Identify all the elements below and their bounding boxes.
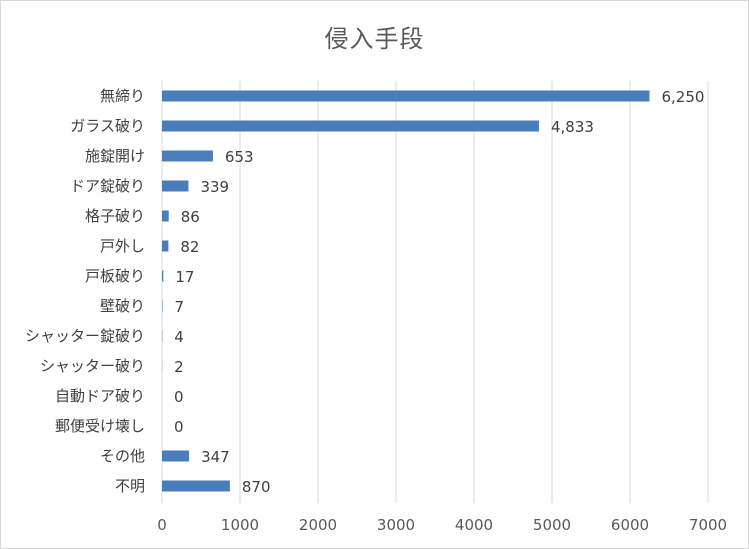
bars — [162, 90, 650, 492]
category-label: 格子破り — [85, 207, 145, 225]
x-tick-label: 5000 — [533, 516, 571, 534]
data-label: 0 — [174, 388, 184, 406]
data-label: 653 — [225, 148, 254, 166]
data-label: 0 — [174, 418, 184, 436]
category-label: 無締り — [100, 87, 145, 105]
bar — [162, 180, 189, 192]
category-label: シャッター破り — [40, 357, 145, 375]
category-label: 自動ドア破り — [55, 387, 145, 405]
bar — [162, 270, 164, 282]
category-label: ドア錠破り — [70, 177, 145, 195]
category-label: 不明 — [115, 477, 145, 495]
data-label: 6,250 — [662, 88, 705, 106]
data-label: 82 — [180, 238, 199, 256]
data-label: 2 — [174, 358, 184, 376]
data-label: 870 — [242, 478, 271, 496]
category-label: 戸外し — [100, 237, 145, 255]
category-label: 壁破り — [100, 297, 145, 315]
data-label: 339 — [200, 178, 229, 196]
x-tick-label: 1000 — [221, 516, 259, 534]
category-label: 郵便受け壊し — [55, 417, 145, 435]
data-label: 4 — [174, 328, 184, 346]
category-label: その他 — [100, 447, 145, 465]
x-tick-label: 2000 — [299, 516, 337, 534]
grid-lines — [161, 81, 709, 503]
labels: 0 1000 2000 3000 4000 5000 6000 7000 無締り 6,250 ガラス… — [25, 87, 727, 534]
x-tick-label: 4000 — [455, 516, 493, 534]
bar — [162, 90, 650, 102]
category-label: 施錠開け — [85, 147, 145, 165]
bar — [162, 120, 539, 132]
category-label: シャッター錠破り — [25, 327, 145, 345]
bar — [162, 480, 230, 492]
data-label: 4,833 — [551, 118, 594, 136]
chart-title: 侵入手段 — [324, 25, 425, 53]
x-tick-label: 3000 — [377, 516, 415, 534]
category-label: ガラス破り — [70, 117, 145, 135]
data-label: 86 — [181, 208, 200, 226]
category-label: 戸板破り — [85, 267, 145, 285]
x-tick-label: 7000 — [689, 516, 727, 534]
bar — [162, 210, 169, 222]
bar — [162, 150, 213, 162]
x-tick-label: 0 — [157, 516, 167, 534]
bar — [162, 240, 169, 252]
bar — [162, 300, 163, 312]
x-tick-label: 6000 — [611, 516, 649, 534]
data-label: 17 — [175, 268, 194, 286]
bar — [162, 450, 190, 462]
data-label: 7 — [175, 298, 185, 316]
data-label: 347 — [201, 448, 230, 466]
